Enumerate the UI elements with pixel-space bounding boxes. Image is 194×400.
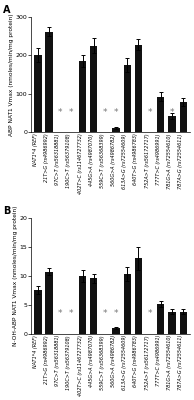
Text: *: * xyxy=(58,108,62,118)
Bar xyxy=(124,274,131,334)
Text: *: * xyxy=(170,108,174,118)
Bar xyxy=(45,272,53,334)
Text: *: * xyxy=(103,309,107,318)
Bar xyxy=(45,32,53,132)
Bar xyxy=(90,278,97,334)
Bar xyxy=(79,276,86,334)
Y-axis label: ABP NAT1 Vmax (nmoles/min/mg protein): ABP NAT1 Vmax (nmoles/min/mg protein) xyxy=(9,13,14,136)
Bar xyxy=(135,258,142,334)
Bar xyxy=(179,102,187,132)
Text: A: A xyxy=(3,5,10,15)
Bar xyxy=(90,46,97,132)
Bar xyxy=(113,128,120,132)
Text: *: * xyxy=(114,108,118,118)
Text: *: * xyxy=(69,309,74,318)
Bar xyxy=(34,55,42,132)
Bar xyxy=(168,312,176,334)
Bar xyxy=(179,312,187,334)
Bar xyxy=(113,328,120,334)
Text: *: * xyxy=(147,309,152,318)
Bar xyxy=(79,61,86,132)
Bar xyxy=(124,65,131,132)
Bar xyxy=(157,97,165,132)
Text: B: B xyxy=(3,206,10,216)
Text: *: * xyxy=(58,309,62,318)
Y-axis label: N-OH-ABP NAT1 Vmax (nmoles/min/mg protein): N-OH-ABP NAT1 Vmax (nmoles/min/mg protei… xyxy=(13,206,18,346)
Text: *: * xyxy=(114,309,118,318)
Bar xyxy=(157,304,165,334)
Text: *: * xyxy=(69,108,74,118)
Bar xyxy=(168,116,176,132)
Bar xyxy=(34,290,42,334)
Text: *: * xyxy=(147,108,152,118)
Bar xyxy=(135,45,142,132)
Text: *: * xyxy=(103,108,107,118)
